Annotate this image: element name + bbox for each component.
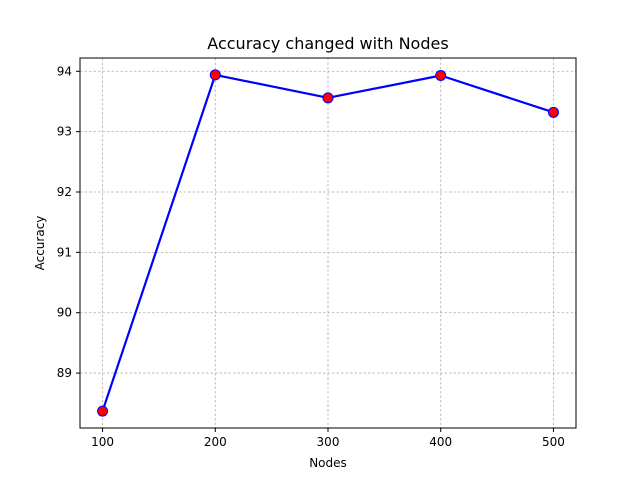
- y-tick-label: 92: [57, 185, 72, 199]
- y-axis-label: Accuracy: [33, 216, 47, 271]
- data-point: [322, 92, 334, 104]
- y-tick-label: 94: [57, 64, 72, 78]
- y-tick-label: 89: [57, 366, 72, 380]
- x-tick-label: 300: [317, 435, 340, 449]
- data-point: [435, 70, 447, 82]
- data-point: [97, 405, 109, 417]
- y-tick-label: 91: [57, 245, 72, 259]
- x-tick-label: 400: [429, 435, 452, 449]
- chart-title: Accuracy changed with Nodes: [207, 34, 448, 53]
- x-tick-label: 100: [91, 435, 114, 449]
- y-tick-label: 93: [57, 125, 72, 139]
- series-layer: [97, 69, 559, 417]
- data-point: [209, 69, 221, 81]
- x-tick-label: 500: [542, 435, 565, 449]
- ticks: 100 200 300 400 500 89 90 91 92 93 94: [57, 64, 565, 449]
- x-axis-label: Nodes: [309, 456, 347, 470]
- grid: [80, 58, 576, 428]
- data-point: [547, 106, 559, 118]
- x-tick-label: 200: [204, 435, 227, 449]
- y-tick-label: 90: [57, 306, 72, 320]
